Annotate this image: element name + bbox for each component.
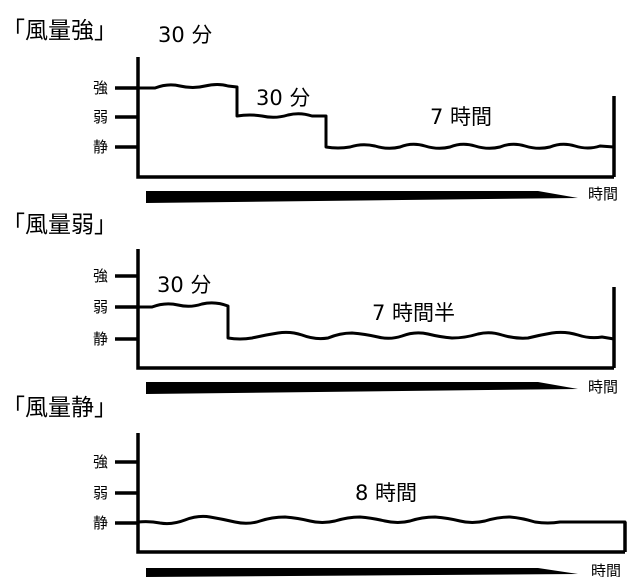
level-label-weak: 弱 [93,108,108,126]
level-label-strong: 強 [93,79,108,97]
time-axis-label: 時間 [588,185,618,203]
segment-duration-label: 30 分 [256,86,310,110]
panel-weak: 「風量弱」 強 弱 静 30 分 7 時間半 時間 [2,212,618,396]
level-label-strong: 強 [93,453,108,471]
axis-frame [136,433,625,554]
panel-strong: 「風量強」 30 分 強 弱 静 30 分 7 時間 時間 [2,18,618,203]
axis-frame [136,249,614,370]
panel-quiet: 「風量静」 強 弱 静 8 時間 時間 [2,395,627,577]
title-duration-label: 30 分 [158,23,212,47]
level-label-quiet: 静 [93,138,108,156]
segment-duration-label: 7 時間半 [372,301,455,325]
time-axis-label: 時間 [591,562,621,577]
panel-title: 「風量強」 [2,18,117,44]
level-label-weak: 弱 [93,298,108,316]
segment-duration-label: 8 時間 [355,481,417,505]
time-axis-label: 時間 [588,378,618,396]
level-label-weak: 弱 [93,484,108,502]
operation-wave [136,83,616,150]
time-arrow [146,191,578,203]
operation-wave [136,514,627,526]
level-label-strong: 強 [93,267,108,285]
panel-title: 「風量弱」 [2,212,117,238]
operation-wave [136,301,616,341]
time-arrow [146,382,578,394]
segment-duration-label: 30 分 [157,273,211,297]
segment-duration-label: 7 時間 [430,105,492,129]
panel-title: 「風量静」 [2,395,117,421]
level-label-quiet: 静 [93,330,108,348]
time-arrow [146,568,578,577]
axis-frame [136,57,614,179]
level-label-quiet: 静 [93,514,108,532]
